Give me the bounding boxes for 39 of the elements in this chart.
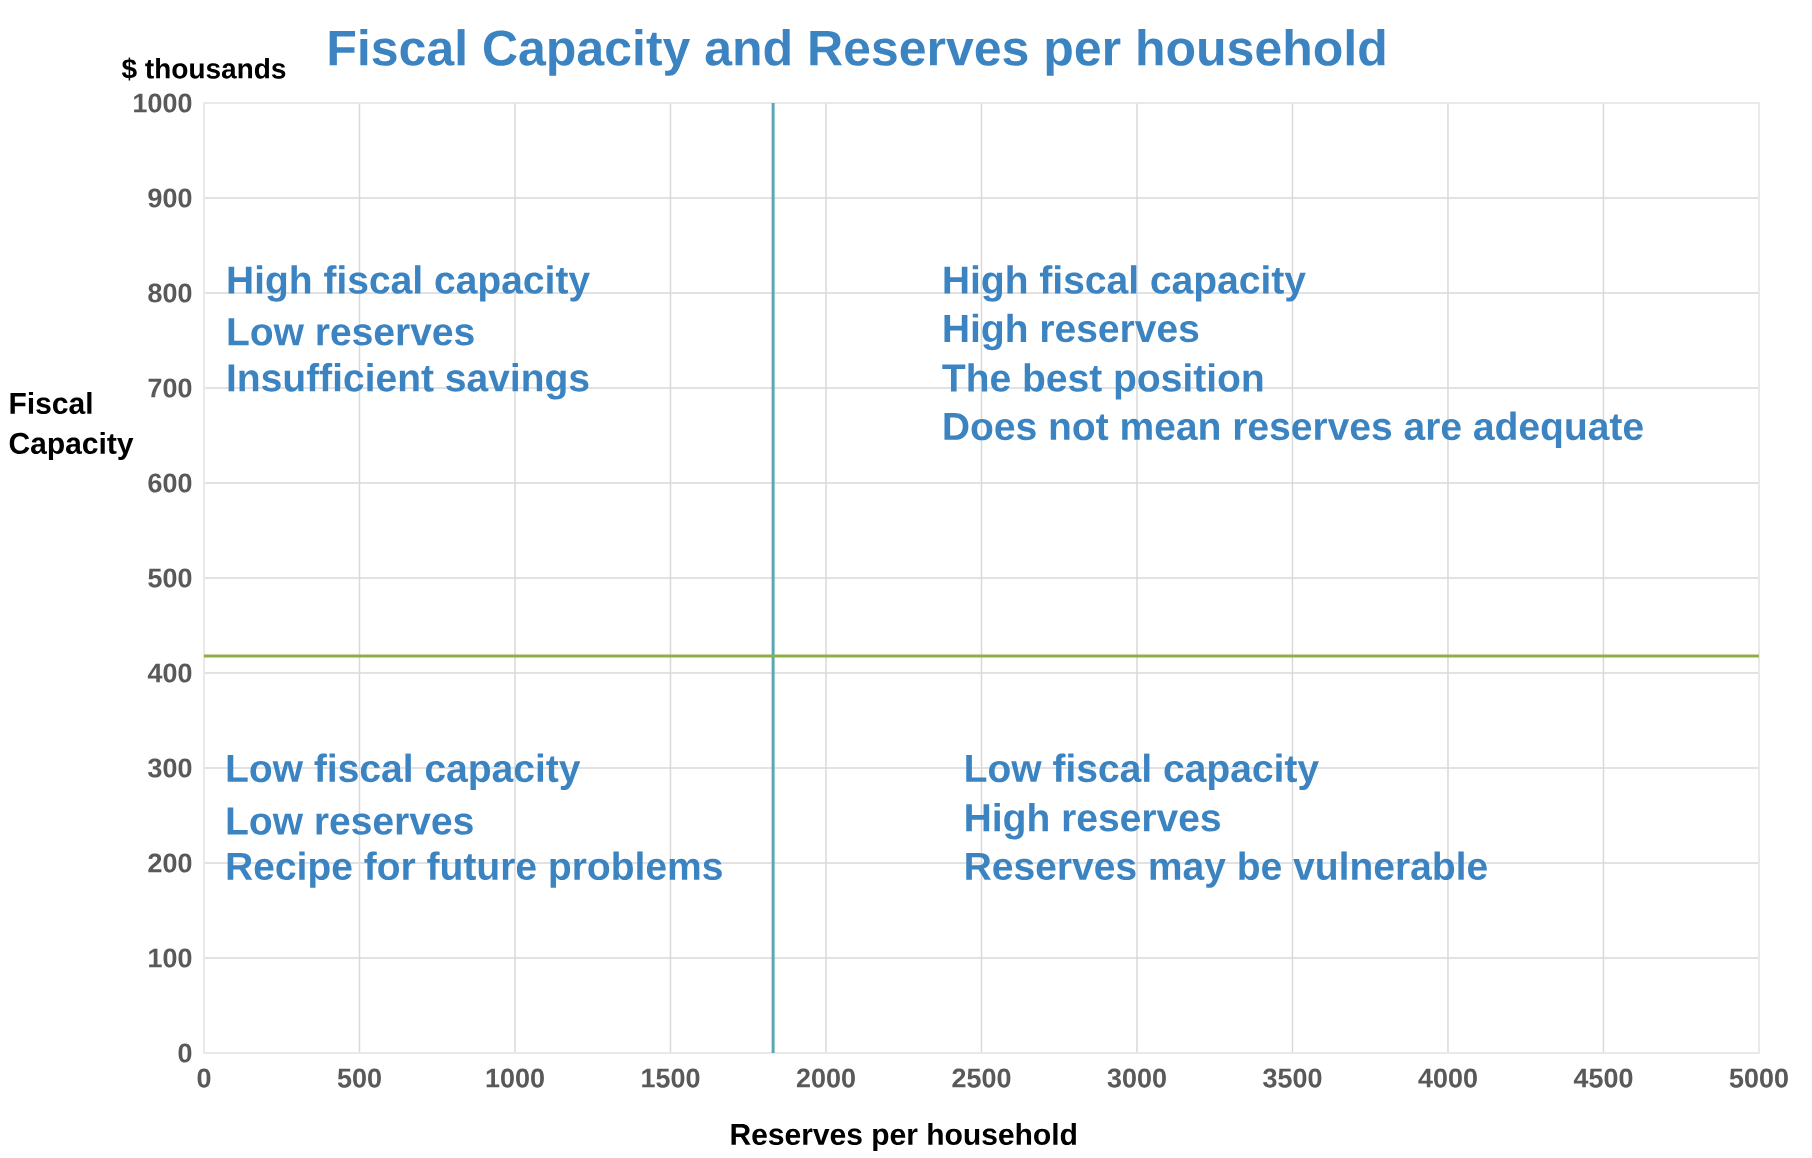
annotation: Low reserves bbox=[228, 318, 474, 346]
annotation: Recipe for future problems bbox=[227, 851, 722, 888]
annotation: Insufficient savings bbox=[228, 363, 589, 400]
annotation: Low fiscal capacity bbox=[966, 753, 1319, 790]
y-tick-label: 500 bbox=[148, 568, 192, 588]
y-tick-label: 900 bbox=[148, 188, 192, 208]
annotation: The best position bbox=[942, 363, 1263, 400]
y-tick-label: 400 bbox=[147, 663, 192, 683]
annotation: High reserves bbox=[966, 802, 1220, 840]
x-tick-label: 3500 bbox=[1263, 1068, 1322, 1088]
x-tick-label: 0 bbox=[197, 1068, 211, 1088]
x-axis-title: Reserves per household bbox=[731, 1123, 1076, 1151]
x-tick-label: 2500 bbox=[952, 1068, 1011, 1088]
y-tick-label: 0 bbox=[178, 1043, 192, 1063]
annotation: Low fiscal capacity bbox=[227, 753, 581, 790]
x-tick-label: 1500 bbox=[642, 1068, 700, 1088]
x-tick-label: 500 bbox=[337, 1068, 381, 1088]
x-tick-label: 5000 bbox=[1729, 1068, 1788, 1088]
annotation: High reserves bbox=[944, 313, 1199, 351]
x-tick-label: 4000 bbox=[1418, 1068, 1477, 1088]
annotation: Does not mean reserves are adequate bbox=[944, 411, 1643, 448]
chart-title: Fiscal Capacity and Reserves per household bbox=[329, 29, 1385, 76]
y-tick-label: 300 bbox=[148, 758, 192, 778]
y-tick-label: 600 bbox=[148, 473, 192, 493]
y-tick-label: 200 bbox=[148, 853, 192, 873]
x-tick-label: 2000 bbox=[796, 1068, 855, 1088]
text: $ thousands bbox=[121, 57, 286, 81]
x-tick-label: 4500 bbox=[1573, 1068, 1633, 1088]
annotation: High fiscal capacity bbox=[228, 265, 590, 302]
x-tick-label: 1000 bbox=[486, 1068, 544, 1088]
y-tick-label: 100 bbox=[149, 948, 192, 968]
annotation: Reserves may be vulnerable bbox=[966, 851, 1487, 888]
y-tick-label: 1000 bbox=[134, 93, 192, 113]
annotation: High fiscal capacity bbox=[944, 265, 1306, 302]
x-tick-label: 3000 bbox=[1107, 1068, 1166, 1088]
y-axis-title: Fiscal Capacity bbox=[9, 392, 134, 460]
y-tick-label: 700 bbox=[148, 378, 192, 398]
y-tick-label: 800 bbox=[148, 283, 192, 303]
annotation: Low reserves bbox=[227, 807, 473, 835]
